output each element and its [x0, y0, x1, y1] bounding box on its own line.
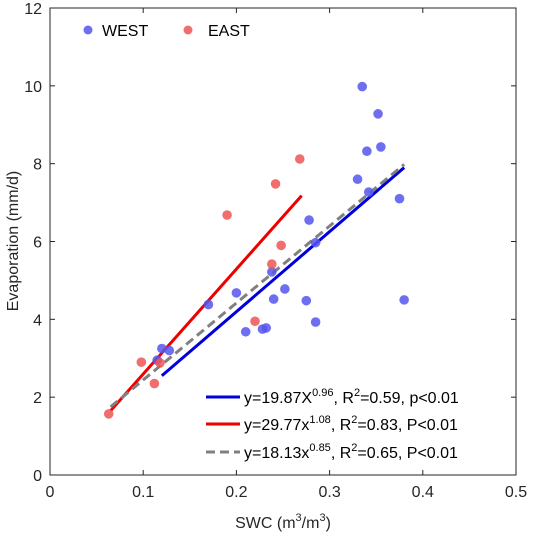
fit-all-exp: 0.85 — [309, 442, 330, 454]
point-east — [270, 179, 281, 189]
point-west — [301, 295, 312, 306]
legend-equations: y=19.87X0.96, R2=0.59, p<0.01 y=29.77x1.… — [206, 387, 459, 462]
point-west — [352, 174, 363, 185]
x-axis-label-main: SWC — [235, 515, 272, 532]
point-east — [136, 357, 147, 367]
fit-east-mid: , R — [331, 417, 351, 434]
x-axis-unit-exp2: 3 — [319, 512, 325, 524]
fit-west-pre: y=19.87X — [244, 390, 312, 407]
point-west — [231, 288, 242, 298]
fit-all-pre: y=18.13x — [244, 445, 309, 462]
y-tick-label: 2 — [33, 390, 42, 407]
fit-all-exp2: 2 — [351, 442, 357, 454]
x-tick-label: 0 — [46, 484, 55, 501]
y-tick-label: 10 — [24, 79, 42, 96]
point-west — [268, 294, 279, 304]
point-east — [250, 316, 260, 327]
point-west — [399, 295, 409, 305]
point-west — [157, 343, 167, 354]
x-tick-label: 0.3 — [318, 484, 340, 501]
point-east — [267, 259, 277, 269]
fit-east-pre: y=29.77x — [244, 417, 309, 434]
fit-east-exp2: 2 — [351, 414, 357, 426]
point-west — [363, 187, 374, 197]
x-axis-unit-a: (m — [277, 515, 296, 532]
point-west — [376, 142, 386, 152]
y-axis: 0 2 4 6 8 10 12 — [24, 1, 516, 485]
legend-top: WEST EAST — [83, 23, 250, 40]
legend-fit-west-label: y=19.87X0.96, R2=0.59, p<0.01 — [244, 387, 459, 407]
point-east — [276, 240, 286, 251]
point-west — [261, 323, 272, 333]
y-tick-label: 8 — [33, 157, 42, 174]
fit-west-exp2: 2 — [354, 387, 360, 399]
data-points — [103, 81, 409, 419]
fit-west-mid: , R — [333, 390, 353, 407]
y-tick-label: 0 — [33, 468, 42, 485]
point-west — [394, 193, 405, 204]
point-east — [155, 358, 165, 368]
legend-east-marker — [183, 25, 193, 35]
y-tick-label: 6 — [33, 235, 42, 252]
point-east — [294, 154, 305, 164]
fit-all-mid: , R — [331, 445, 351, 462]
legend-west-marker — [83, 25, 93, 35]
fit-west-exp: 0.96 — [312, 387, 333, 399]
x-axis-label: SWC (m3/m3) — [235, 512, 331, 532]
legend-west-label: WEST — [102, 23, 148, 40]
legend-east-label: EAST — [208, 23, 250, 40]
fit-east-exp: 1.08 — [309, 414, 330, 426]
point-east — [222, 210, 232, 220]
point-west — [240, 326, 251, 337]
point-west — [164, 345, 175, 356]
y-tick-label: 4 — [33, 312, 42, 329]
point-west — [357, 81, 368, 92]
x-axis-unit-b: /m — [302, 515, 320, 532]
point-west — [280, 284, 290, 294]
x-tick-label: 0.2 — [225, 484, 247, 501]
legend-fit-all-label: y=18.13x0.85, R2=0.65, P<0.01 — [244, 442, 458, 462]
x-axis: 0 0.1 0.2 0.3 0.4 0.5 — [46, 8, 527, 501]
x-tick-label: 0.4 — [412, 484, 434, 501]
point-west — [373, 109, 383, 119]
y-tick-label: 12 — [24, 1, 42, 18]
point-west — [310, 317, 321, 327]
x-tick-label: 0.1 — [132, 484, 154, 501]
fit-west-post: =0.59, p<0.01 — [360, 390, 459, 407]
fit-line-west — [160, 166, 406, 377]
x-axis-unit-exp: 3 — [296, 512, 302, 524]
x-tick-label: 0.5 — [505, 484, 527, 501]
legend-fit-east-label: y=29.77x1.08, R2=0.83, P<0.01 — [244, 414, 458, 434]
point-west — [267, 267, 277, 277]
y-axis-label: Evaporation (mm/d) — [5, 171, 22, 312]
x-axis-unit-c: ) — [326, 515, 331, 532]
point-east — [149, 378, 160, 389]
fit-all-post: =0.65, P<0.01 — [357, 445, 458, 462]
point-west — [362, 146, 372, 157]
point-west — [304, 215, 314, 225]
point-east — [103, 409, 114, 419]
fit-east-post: =0.83, P<0.01 — [357, 417, 458, 434]
point-west — [310, 237, 321, 248]
point-west — [203, 299, 214, 310]
